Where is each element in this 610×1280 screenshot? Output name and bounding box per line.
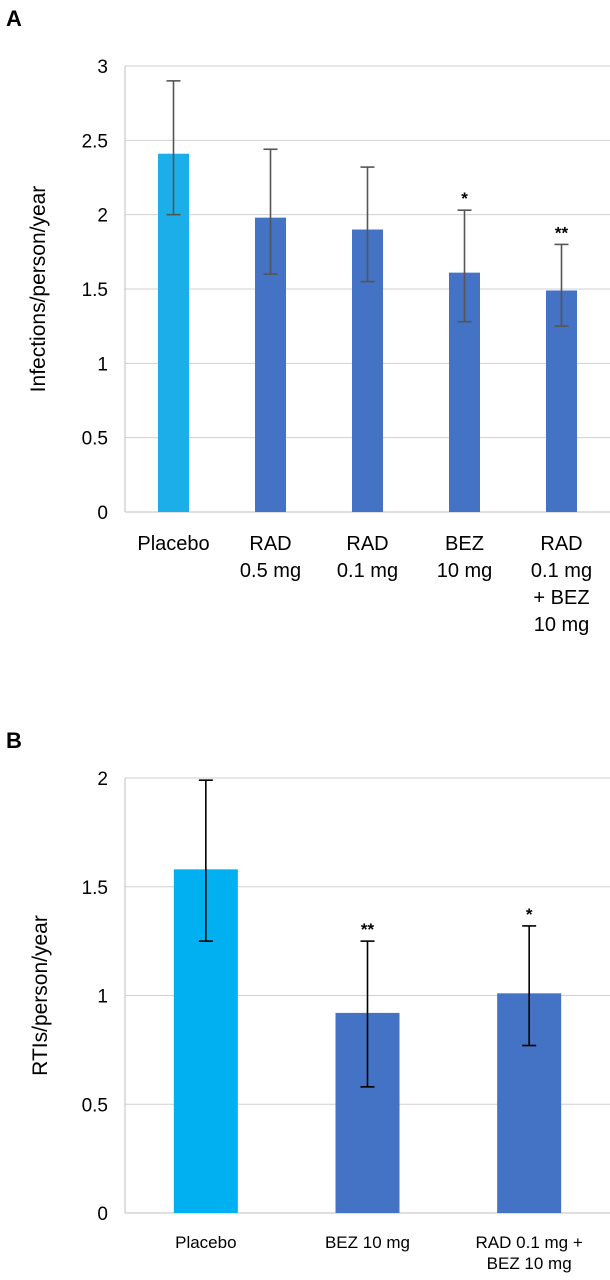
- a-y-tick-label: 2.5: [82, 131, 108, 152]
- a-significance-marker: *: [461, 189, 468, 208]
- b-y-tick-label: 2: [97, 769, 108, 790]
- panel-letter-b: B: [6, 728, 22, 753]
- b-error-bar: [522, 925, 537, 1047]
- a-y-tick-label: 1: [97, 354, 108, 375]
- a-error-bar: [166, 80, 181, 216]
- b-category-label: BEZ 10 mg: [325, 1233, 410, 1252]
- a-category-label: RAD: [249, 533, 291, 555]
- b-category-label: RAD 0.1 mg +: [476, 1233, 583, 1252]
- a-category-label: RAD: [346, 533, 388, 555]
- a-error-bar: [360, 166, 375, 283]
- a-y-tick-label: 0.5: [82, 429, 108, 450]
- b-category-label: BEZ 10 mg: [487, 1254, 572, 1273]
- a-y-axis-label: Infections/person/year: [27, 186, 50, 393]
- a-category-label: RAD: [540, 533, 582, 555]
- b-y-tick-label: 0: [97, 1204, 108, 1225]
- a-category-label: 10 mg: [437, 560, 493, 582]
- b-significance-marker: **: [361, 920, 375, 939]
- a-bar: [546, 290, 577, 512]
- a-category-label: 0.1 mg: [337, 560, 398, 582]
- b-significance-marker: *: [526, 905, 533, 924]
- b-y-axis-label: RTIs/person/year: [29, 915, 52, 1076]
- a-category-label: 0.5 mg: [240, 560, 301, 582]
- a-y-tick-label: 2: [97, 206, 108, 227]
- a-category-label: 0.1 mg: [531, 560, 592, 582]
- a-category-label: 10 mg: [534, 614, 590, 636]
- chart-panel-a: 0 0.5 1 1.5 2 2.5 3 Infections/person/year Place…: [27, 57, 610, 636]
- b-y-tick-label: 0.5: [82, 1095, 108, 1116]
- b-y-tick-label: 1.5: [82, 878, 108, 899]
- a-category-label: Placebo: [137, 533, 209, 555]
- a-significance-marker: **: [555, 223, 569, 242]
- a-y-tick-label: 0: [97, 503, 108, 524]
- a-error-bar: [554, 243, 569, 327]
- a-y-tick-label: 1.5: [82, 280, 108, 301]
- a-category-label: BEZ: [445, 533, 484, 555]
- a-error-bar: [457, 209, 472, 323]
- b-y-tick-label: 1: [97, 987, 108, 1008]
- a-error-bar: [263, 148, 278, 275]
- a-y-tick-label: 3: [97, 57, 108, 78]
- panel-letter-a: A: [6, 6, 22, 31]
- chart-panel-b: 0 0.5 1 1.5 2 RTIs/person/year Placebo ** BEZ 10…: [29, 769, 610, 1273]
- b-category-label: Placebo: [175, 1233, 236, 1252]
- a-category-label: + BEZ: [533, 587, 589, 609]
- b-error-bar: [198, 779, 213, 942]
- b-error-bar: [360, 940, 375, 1088]
